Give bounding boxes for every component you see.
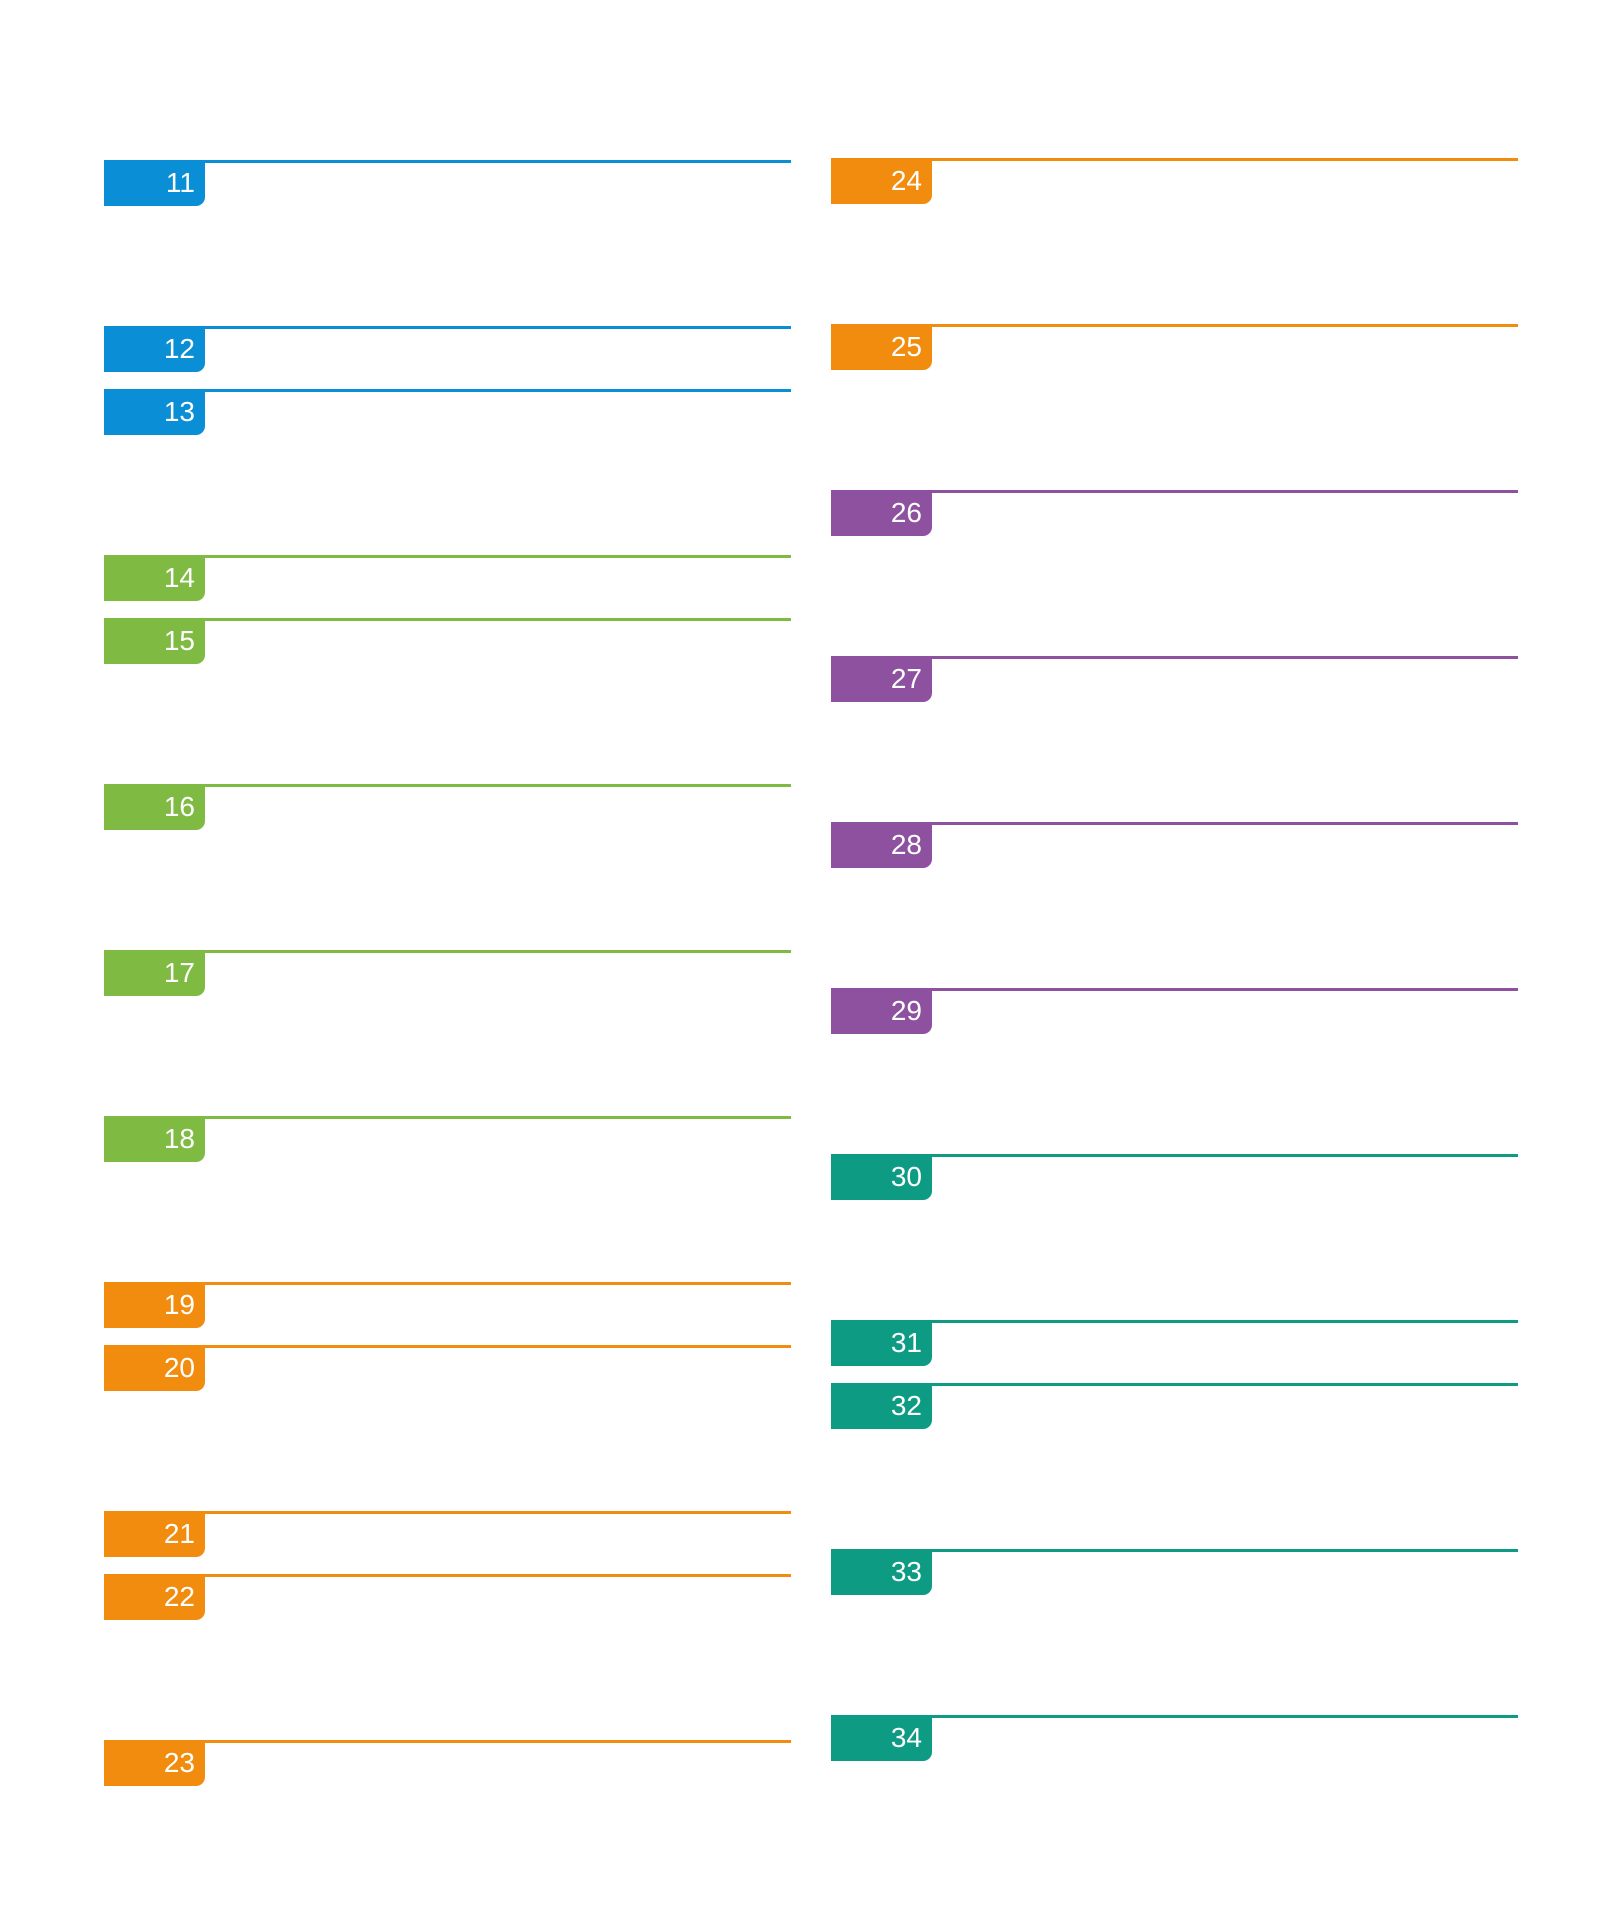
entry-24: 24 <box>831 158 1518 208</box>
divider-line <box>104 1574 791 1577</box>
divider-line <box>104 1511 791 1514</box>
number-tab: 25 <box>831 324 932 370</box>
entry-17: 17 <box>104 950 791 1000</box>
divider-line <box>831 1320 1518 1323</box>
number-tab: 13 <box>104 389 205 435</box>
number-tab: 16 <box>104 784 205 830</box>
number-tab: 12 <box>104 326 205 372</box>
divider-line <box>104 950 791 953</box>
entry-34: 34 <box>831 1715 1518 1765</box>
number-tab: 31 <box>831 1320 932 1366</box>
divider-line <box>104 1282 791 1285</box>
number-tab: 27 <box>831 656 932 702</box>
divider-line <box>831 656 1518 659</box>
entry-30: 30 <box>831 1154 1518 1204</box>
divider-line <box>104 1740 791 1743</box>
divider-line <box>104 326 791 329</box>
entry-27: 27 <box>831 656 1518 706</box>
number-tab: 14 <box>104 555 205 601</box>
number-tab: 28 <box>831 822 932 868</box>
divider-line <box>104 784 791 787</box>
number-tab: 26 <box>831 490 932 536</box>
number-tab: 15 <box>104 618 205 664</box>
divider-line <box>831 1549 1518 1552</box>
entry-15: 15 <box>104 618 791 668</box>
divider-line <box>831 988 1518 991</box>
divider-line <box>104 389 791 392</box>
number-tab: 21 <box>104 1511 205 1557</box>
number-tab: 30 <box>831 1154 932 1200</box>
number-tab: 11 <box>104 160 205 206</box>
divider-line <box>104 1116 791 1119</box>
number-tab: 20 <box>104 1345 205 1391</box>
entry-13: 13 <box>104 389 791 439</box>
entry-22: 22 <box>104 1574 791 1624</box>
entry-18: 18 <box>104 1116 791 1166</box>
number-tab: 32 <box>831 1383 932 1429</box>
divider-line <box>104 555 791 558</box>
divider-line <box>104 618 791 621</box>
entry-31: 31 <box>831 1320 1518 1370</box>
number-tab: 29 <box>831 988 932 1034</box>
entry-25: 25 <box>831 324 1518 374</box>
entry-20: 20 <box>104 1345 791 1395</box>
entry-29: 29 <box>831 988 1518 1038</box>
number-tab: 33 <box>831 1549 932 1595</box>
divider-line <box>104 160 791 163</box>
number-tab: 22 <box>104 1574 205 1620</box>
number-tab: 24 <box>831 158 932 204</box>
entry-16: 16 <box>104 784 791 834</box>
number-tab: 17 <box>104 950 205 996</box>
number-tab: 23 <box>104 1740 205 1786</box>
number-tab: 19 <box>104 1282 205 1328</box>
entry-32: 32 <box>831 1383 1518 1433</box>
number-tab: 18 <box>104 1116 205 1162</box>
entry-28: 28 <box>831 822 1518 872</box>
divider-line <box>831 1154 1518 1157</box>
entry-12: 12 <box>104 326 791 376</box>
divider-line <box>831 1383 1518 1386</box>
number-tab: 34 <box>831 1715 932 1761</box>
divider-line <box>104 1345 791 1348</box>
entry-21: 21 <box>104 1511 791 1561</box>
entry-23: 23 <box>104 1740 791 1790</box>
divider-line <box>831 822 1518 825</box>
divider-line <box>831 490 1518 493</box>
entry-26: 26 <box>831 490 1518 540</box>
entry-14: 14 <box>104 555 791 605</box>
divider-line <box>831 1715 1518 1718</box>
entry-33: 33 <box>831 1549 1518 1599</box>
divider-line <box>831 158 1518 161</box>
divider-line <box>831 324 1518 327</box>
entry-19: 19 <box>104 1282 791 1332</box>
entry-11: 11 <box>104 160 791 210</box>
